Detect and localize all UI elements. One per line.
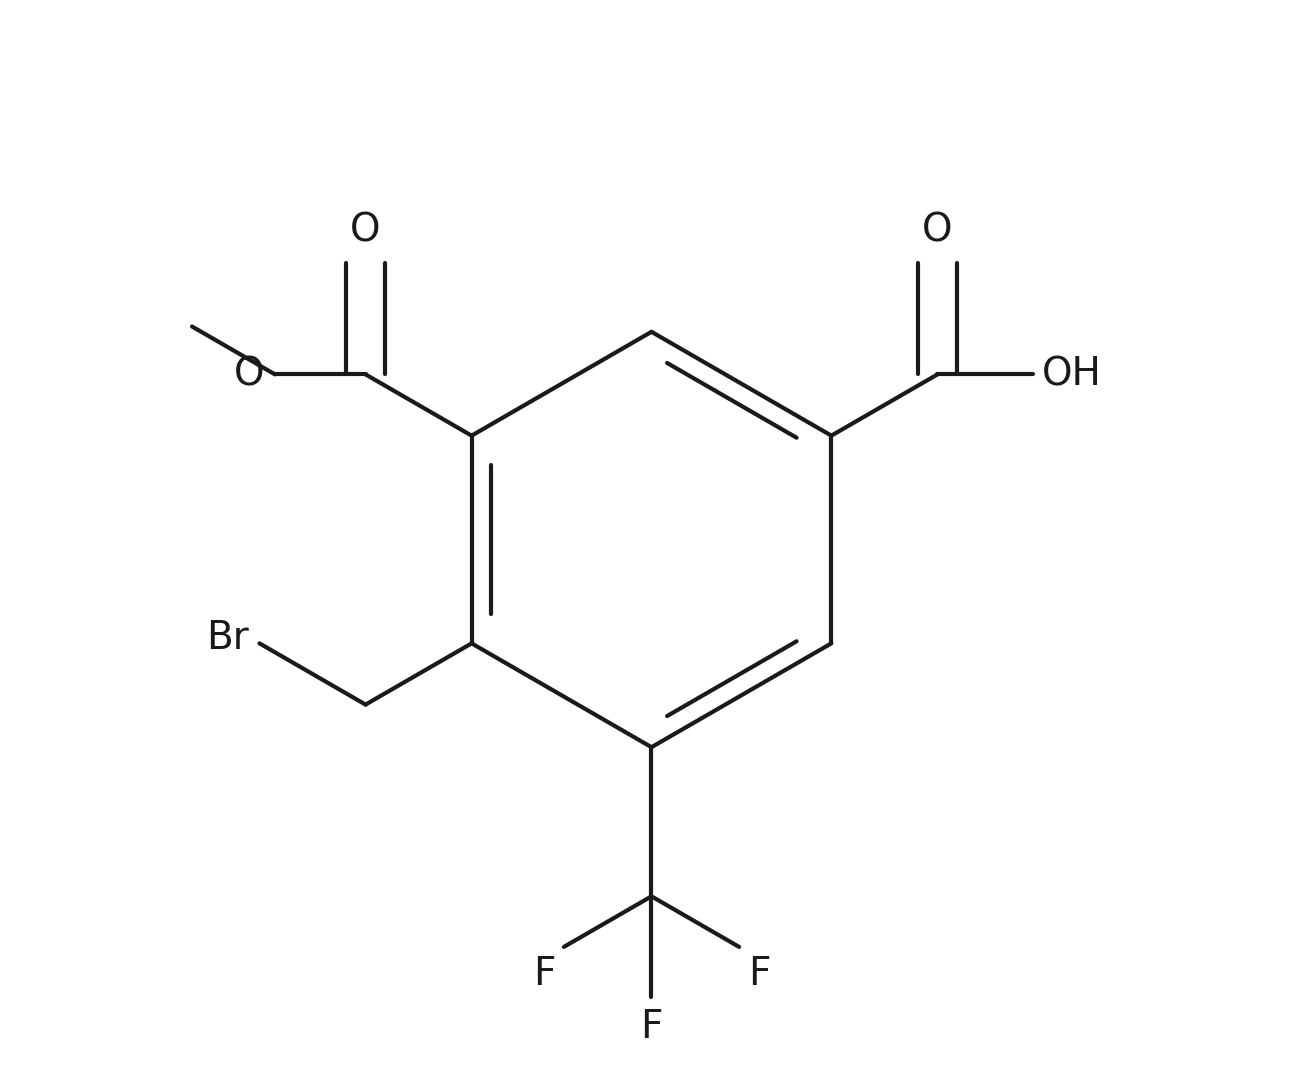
Text: O: O [351, 211, 380, 250]
Text: Br: Br [206, 619, 249, 657]
Text: F: F [748, 955, 770, 994]
Text: F: F [533, 955, 555, 994]
Text: O: O [923, 211, 952, 250]
Text: F: F [640, 1008, 663, 1047]
Text: O: O [233, 355, 265, 394]
Text: OH: OH [1042, 355, 1102, 394]
